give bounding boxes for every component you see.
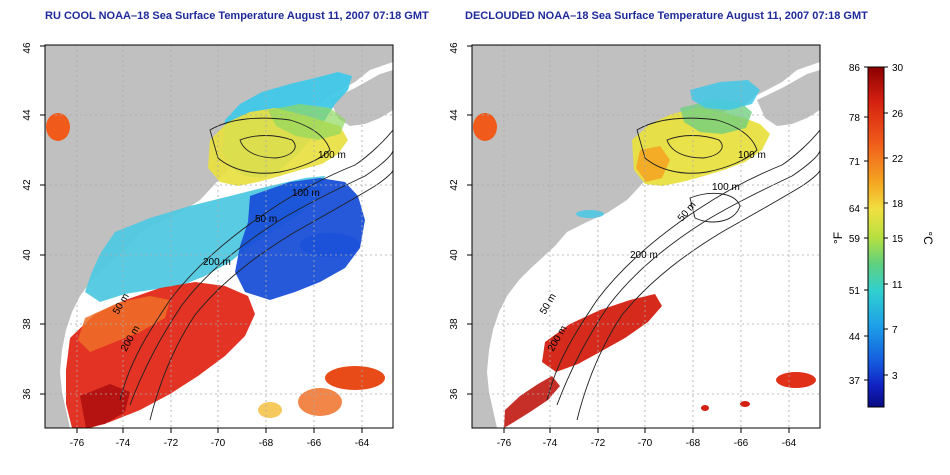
right-lat-tick-label: 44	[449, 109, 460, 121]
left-contour-label: 100 m	[318, 150, 346, 161]
left-lon-tick-label: -72	[164, 438, 179, 449]
left-lat-tick-label: 42	[22, 179, 33, 191]
left-lon-tick-label: -70	[211, 438, 226, 449]
left-lon-tick-label: -68	[259, 438, 274, 449]
celsius-tick-label: 11	[892, 280, 903, 291]
right-patch-s2	[740, 401, 750, 407]
fahrenheit-tick-label: 86	[849, 63, 861, 74]
right-lon-tick-label: -64	[782, 438, 797, 449]
fahrenheit-tick-label: 78	[849, 113, 861, 124]
celsius-tick-label: 3	[892, 371, 898, 382]
right-contour-label: 200 m	[630, 250, 658, 261]
right-patch-cyan	[576, 210, 604, 218]
left-lat-tick-label: 44	[22, 109, 33, 121]
left-lon-tick-label: -64	[355, 438, 370, 449]
right-contour-label: 100 m	[738, 150, 766, 161]
right-lat-tick-label: 36	[449, 388, 460, 400]
fahrenheit-tick-label: 71	[849, 157, 861, 168]
left-map-frame	[44, 44, 394, 429]
celsius-tick-label: 30	[892, 63, 904, 74]
left-patch-s	[298, 388, 342, 416]
right-lon-tick-label: -70	[638, 438, 653, 449]
left-lat-labels: 36 38 40 42 44 46	[22, 42, 33, 400]
left-lon-tick-label: -66	[307, 438, 322, 449]
right-sst-gulf-maine-cyan	[690, 80, 760, 110]
left-lat-tick-label: 40	[22, 249, 33, 261]
right-map	[472, 45, 820, 428]
celsius-tick-label: 18	[892, 199, 904, 210]
left-patch-blue	[300, 233, 360, 257]
left-sst-offshore-blue	[235, 178, 365, 300]
right-lat-labels: 36 38 40 42 44 46	[449, 42, 460, 400]
left-lat-tick-label: 38	[22, 318, 33, 330]
celsius-tick-label: 26	[892, 109, 904, 120]
left-lon-tick-label: -74	[116, 438, 131, 449]
left-lon-tick-label: -76	[70, 438, 85, 449]
colorbar-ticks	[864, 66, 888, 381]
fahrenheit-tick-label: 51	[849, 286, 861, 297]
left-map	[45, 45, 393, 428]
celsius-tick-label: 15	[892, 234, 904, 245]
left-grid	[45, 45, 393, 428]
right-contour-label: 100 m	[712, 182, 740, 193]
right-lon-tick-label: -66	[734, 438, 749, 449]
right-contours	[546, 117, 820, 421]
fahrenheit-tick-label: 44	[849, 332, 861, 343]
fahrenheit-tick-label: 59	[849, 234, 861, 245]
right-patch-s1	[701, 405, 709, 411]
left-lat-tick-label: 36	[22, 388, 33, 400]
colorbar: 86 78 71 64 59 51 44 37 30 26 22 18 15 1…	[831, 63, 935, 408]
left-sst-gulf-maine-green	[268, 104, 346, 140]
fahrenheit-tick-label: 64	[849, 204, 861, 215]
celsius-tick-label: 22	[892, 154, 904, 165]
right-lon-tick-label: -72	[591, 438, 606, 449]
left-map-title: RU COOL NOAA–18 Sea Surface Temperature …	[45, 10, 429, 22]
right-lon-tick-label: -74	[543, 438, 558, 449]
colorbar-celsius-labels: 30 26 22 18 15 11 7 3	[892, 63, 904, 382]
fahrenheit-unit-label: °F	[831, 232, 845, 244]
right-lat-tick-label: 40	[449, 249, 460, 261]
left-patch-s2	[258, 402, 282, 418]
celsius-tick-label: 7	[892, 325, 898, 336]
colorbar-fahrenheit-labels: 86 78 71 64 59 51 44 37	[849, 63, 861, 387]
left-land	[45, 45, 393, 428]
left-land-nova-scotia	[330, 70, 393, 126]
celsius-unit-label: °C	[921, 231, 935, 245]
right-tick-marks	[467, 45, 790, 433]
left-contour-label: 100 m	[292, 188, 320, 199]
fahrenheit-tick-label: 37	[849, 376, 861, 387]
right-sst-coastal-red	[504, 376, 560, 428]
right-patch-se	[776, 372, 816, 388]
right-lat-tick-label: 38	[449, 318, 460, 330]
left-lon-labels: -76 -74 -72 -70 -68 -66 -64	[70, 438, 370, 449]
colorbar-scale	[867, 66, 885, 408]
right-lat-tick-label: 46	[449, 42, 460, 54]
left-contour-label: 50 m	[255, 214, 277, 225]
right-sst-south-red	[542, 294, 662, 372]
right-map-frame	[471, 44, 821, 429]
left-lat-tick-label: 46	[22, 42, 33, 54]
right-patch-nw	[473, 113, 497, 141]
left-tick-marks	[40, 45, 363, 433]
right-lon-labels: -76 -74 -72 -70 -68 -66 -64	[497, 438, 797, 449]
right-grid	[472, 45, 820, 428]
left-sst-far-south-red	[80, 384, 130, 428]
left-contours	[119, 117, 393, 421]
right-lat-tick-label: 42	[449, 179, 460, 191]
left-contour-label: 200 m	[203, 257, 231, 268]
right-land-nova-scotia	[757, 70, 820, 126]
left-patch-nw	[46, 113, 70, 141]
right-lon-tick-label: -68	[686, 438, 701, 449]
right-lon-tick-label: -76	[497, 438, 512, 449]
left-sst-southern-orange	[78, 296, 170, 352]
right-land	[472, 45, 820, 428]
left-patch-se	[325, 366, 385, 390]
right-map-title: DECLOUDED NOAA–18 Sea Surface Temperatur…	[465, 10, 868, 22]
